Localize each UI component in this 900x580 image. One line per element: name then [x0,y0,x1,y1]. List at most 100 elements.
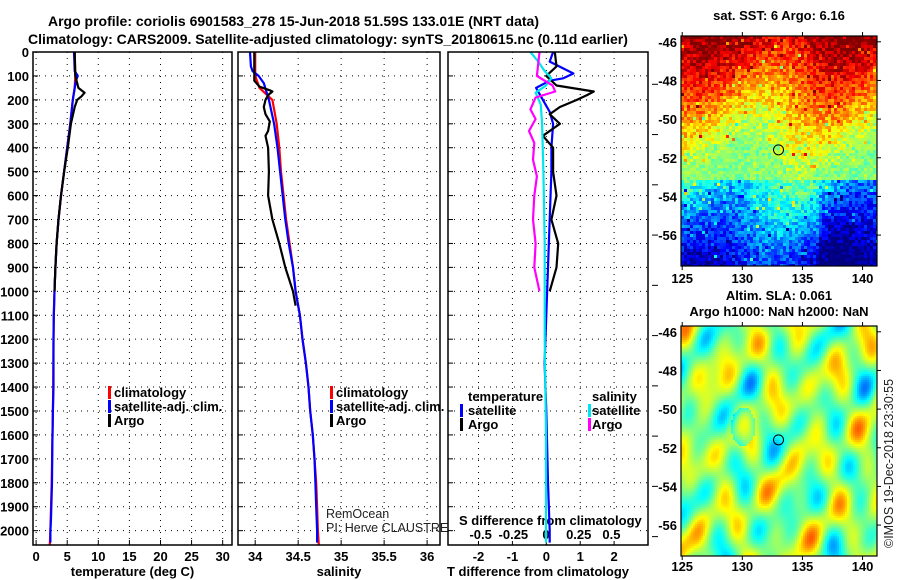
legend-label: satellite [468,403,516,418]
series-line-salinity-argo [527,51,557,292]
y-tick-label: 600 [7,189,29,204]
y-tick-label: 400 [7,141,29,156]
s-tick-label: 0.5 [602,527,620,542]
y-tick-label: 1200 [0,332,29,347]
y-tick-label: 800 [7,236,29,251]
legend-label: satellite [592,403,640,418]
title-line-2: Climatology: CARS2009. Satellite-adjuste… [28,31,628,47]
y-tick-label: 100 [7,69,29,84]
y-tick-label: 1600 [0,428,29,443]
legend-swatch [588,418,591,431]
y-tick-label: 900 [7,260,29,275]
x-axis-label: temperature (deg C) [71,564,195,579]
s-axis-backdrop [455,509,640,541]
legend-label: Argo [336,413,366,428]
series-line-climatology [254,52,320,546]
panel-frame [32,51,233,546]
y-tick-label: 0 [22,45,29,60]
map-subtitle: Argo h1000: NaN h2000: NaN [689,304,868,319]
legend-label: Argo [114,413,144,428]
legend-group-title: temperature [468,389,543,404]
panel-frame [237,51,441,546]
lat-label: -46 [658,35,677,50]
legend-group-title: salinity [592,389,638,404]
argo-position-marker [773,144,785,156]
s-axis-label: S difference from climatology [459,513,643,528]
legend-swatch [588,404,591,417]
argo-position-marker [773,434,785,446]
y-tick-label: 1300 [0,356,29,371]
series-line-argo [53,51,86,292]
lat-label: -46 [658,325,677,340]
panel-frame [447,51,649,546]
lat-label: -54 [658,189,678,204]
series-line-satellite-adj-clim- [49,51,79,543]
legend-swatch [460,404,463,417]
lon-label: 140 [852,271,874,286]
lat-label: -48 [658,73,677,88]
map-sst: sat. SST: 6 Argo: 6.16 125 130 135 140 -46 -48… [658,8,881,286]
y-tick-label: 500 [7,165,29,180]
y-tick-label: 1800 [0,476,29,491]
x-tick-label: 35 [334,549,348,564]
lat-label: -48 [658,363,677,378]
lat-label: -50 [658,112,677,127]
lon-label: 140 [852,559,874,574]
legend-label: climatology [114,385,187,400]
legend-label: satellite-adj. clim. [336,399,444,414]
x-tick-label: 34 [248,549,263,564]
y-tick-label: 2000 [0,524,29,539]
panel-differences: -2 -1 0 1 2T difference from climatology S di… [447,51,658,579]
legend-label: Argo [592,417,622,432]
series-line-argo [253,52,297,306]
x-tick-label: 5 [64,549,71,564]
sla-map-image [681,326,877,556]
x-tick-label: 35.5 [371,549,396,564]
legend-label: satellite-adj. clim. [114,399,222,414]
legend-swatch [108,414,111,427]
y-tick-label: 300 [7,117,29,132]
x-tick-label: 30 [215,549,229,564]
lat-label: -56 [658,518,677,533]
x-tick-label: 10 [91,549,105,564]
y-tick-label: 1500 [0,404,29,419]
y-tick-label: 700 [7,213,29,228]
series-line-satellite-adj-clim- [248,51,319,543]
lon-label: 135 [792,559,814,574]
map-frame [680,35,878,267]
legend-swatch [460,418,463,431]
y-tick-label: 1000 [0,284,29,299]
y-tick-label: 1700 [0,452,29,467]
x-tick-label: 25 [184,549,198,564]
lon-label: 125 [671,271,693,286]
x-tick-label: -2 [473,549,485,564]
panel-temperature: 0 5 10 15 20 25 300100200300400500600700800900… [0,45,233,579]
lat-label: -50 [658,402,677,417]
x-tick-label: 0 [543,549,550,564]
x-tick-label: 20 [153,549,167,564]
legend-label: climatology [336,385,409,400]
lat-label: -52 [658,151,677,166]
lat-label: -52 [658,441,677,456]
lon-label: 130 [731,559,753,574]
sst-map-image [681,36,877,266]
x-tick-label: 2 [610,549,617,564]
lat-label: -56 [658,228,677,243]
legend-swatch [330,400,333,413]
map-title: Altim. SLA: 0.061 [726,288,832,303]
legend-swatch [330,414,333,427]
legend-swatch [108,386,111,399]
program-label: RemOcean [326,507,389,521]
s-tick-label: -0.5 [469,527,491,542]
copyright-label: ©IMOS 19-Dec-2018 23:30:55 [882,379,896,548]
pi-label: PI: Herve CLAUSTRE [326,521,448,535]
x-tick-label: -1 [507,549,519,564]
y-tick-label: 200 [7,93,29,108]
map-frame [680,325,878,557]
x-tick-label: 1 [577,549,584,564]
x-tick-label: 36 [420,549,434,564]
lon-label: 135 [792,271,814,286]
